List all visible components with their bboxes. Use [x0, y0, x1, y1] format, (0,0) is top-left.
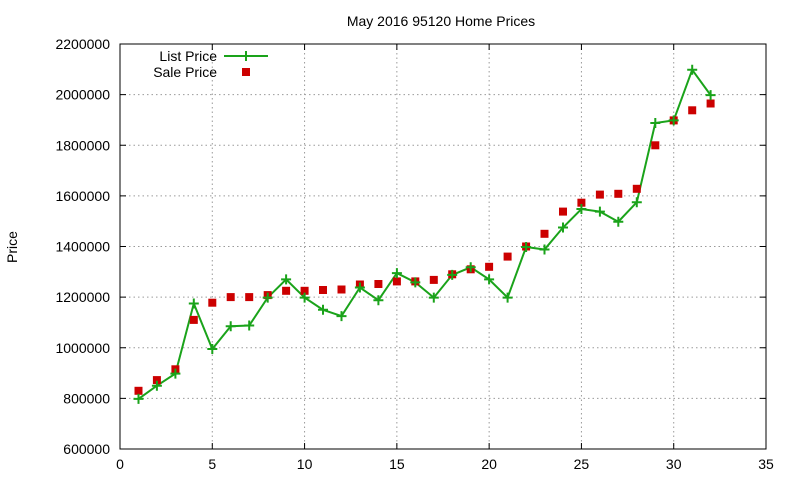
list-price-point [281, 274, 292, 285]
legend-label-list-price: List Price [159, 48, 217, 64]
sale-price-point [503, 252, 512, 261]
sale-price-point [226, 293, 235, 302]
x-tick-label: 0 [116, 456, 124, 472]
list-price-point [244, 320, 255, 331]
list-price-point [318, 304, 328, 315]
x-tick-label: 35 [758, 456, 774, 472]
legend-marker-list-price [241, 51, 251, 61]
sale-price-point [559, 207, 567, 216]
sale-price-point [189, 315, 198, 324]
list-price-point [465, 262, 476, 273]
sale-price-point [540, 229, 549, 238]
y-axis-label: Price [4, 231, 20, 263]
list-price-point [687, 64, 698, 75]
sale-price-point [282, 286, 291, 295]
list-price-point [558, 222, 568, 233]
sale-price-point [485, 262, 494, 271]
list-price-point [613, 216, 624, 227]
list-price-point [299, 292, 310, 303]
list-price-point [428, 292, 439, 303]
y-tick-label: 1800000 [55, 137, 110, 153]
list-price-point [336, 311, 347, 322]
list-price-point [594, 206, 605, 217]
x-tick-label: 30 [666, 456, 682, 472]
legend: List Price Sale Price [153, 48, 268, 80]
x-tick-label: 15 [389, 456, 405, 472]
y-tick-label: 2200000 [55, 36, 110, 52]
y-tick-label: 600000 [63, 441, 110, 457]
legend-label-sale-price: Sale Price [153, 64, 217, 80]
list-price-point [151, 380, 162, 391]
list-price-point [207, 344, 218, 354]
list-price-point [502, 292, 513, 303]
y-tick-label: 1000000 [55, 340, 110, 356]
sale-price-point [651, 141, 660, 150]
plot-frame [119, 43, 767, 450]
list-price-point [225, 321, 236, 332]
y-tick-label: 2000000 [55, 87, 110, 103]
sale-price-point [614, 189, 623, 198]
list-price-point [354, 282, 365, 293]
y-tick-label: 800000 [63, 390, 110, 406]
list-price-point [576, 204, 587, 214]
list-price-point [447, 269, 458, 280]
list-price-point [391, 268, 402, 279]
sale-price-point [429, 275, 438, 284]
sale-price-point [706, 99, 715, 108]
sale-price-point [595, 190, 604, 199]
sale-price-point [319, 286, 327, 294]
list-price-point [262, 292, 273, 303]
sale-price-point [208, 298, 217, 307]
list-price-point [521, 242, 532, 252]
list-price-point [539, 244, 550, 255]
sale-price-point [632, 184, 641, 193]
list-price-point [170, 368, 181, 379]
y-tick-label: 1200000 [55, 289, 110, 305]
sale-price-point [688, 106, 697, 115]
sale-price-point [337, 285, 346, 294]
legend-marker-sale-price [242, 68, 250, 76]
grid-layer [120, 44, 766, 449]
y-tick-label: 1600000 [55, 188, 110, 204]
list-price-point [410, 277, 421, 288]
x-tick-label: 10 [297, 456, 313, 472]
list-price-point [650, 118, 661, 128]
sale-price-point [374, 280, 383, 288]
list-price-point [668, 115, 679, 126]
list-price-point [373, 295, 384, 306]
list-price-point [705, 90, 716, 101]
list-price-point [133, 393, 144, 404]
series-layer [133, 64, 716, 404]
x-tick-label: 5 [208, 456, 216, 472]
sale-price-point [134, 386, 143, 395]
tick-layer: 0 5 10 15 20 25 30 35 600000 800000 1000000 1200000… [55, 36, 774, 472]
y-tick-label: 1400000 [55, 239, 110, 255]
sale-price-point [577, 198, 586, 207]
sale-price-point [300, 286, 309, 295]
sale-price-point [245, 293, 254, 302]
sale-price-point [152, 376, 161, 385]
x-tick-label: 25 [574, 456, 590, 472]
x-tick-label: 20 [481, 456, 497, 472]
list-price-point [484, 274, 495, 285]
list-price-point [631, 197, 642, 208]
sale-price-point [392, 277, 401, 286]
list-price-point [188, 298, 199, 309]
chart-title: May 2016 95120 Home Prices [347, 13, 535, 29]
